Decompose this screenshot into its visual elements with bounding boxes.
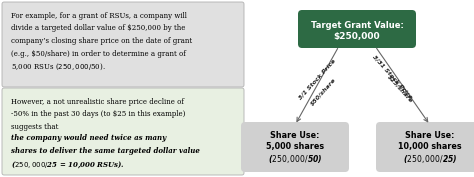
Text: 5,000 RSUs ($250,000/$50).: 5,000 RSUs ($250,000/$50).	[11, 62, 106, 72]
Text: ($250,000/$25 = 10,000 RSUs).: ($250,000/$25 = 10,000 RSUs).	[11, 159, 125, 170]
FancyBboxPatch shape	[298, 10, 416, 48]
Text: shares to deliver the same targeted dollar value: shares to deliver the same targeted doll…	[11, 147, 200, 155]
Text: $25/share: $25/share	[386, 74, 414, 104]
Text: 3/1 Stock Price: 3/1 Stock Price	[298, 58, 337, 100]
Text: Share Use:: Share Use:	[405, 132, 455, 141]
FancyBboxPatch shape	[241, 122, 349, 172]
Text: For example, for a grant of RSUs, a company will: For example, for a grant of RSUs, a comp…	[11, 12, 187, 20]
Text: (e.g., $50/share) in order to determine a grant of: (e.g., $50/share) in order to determine …	[11, 50, 186, 58]
Text: suggests that: suggests that	[11, 123, 61, 131]
Text: 10,000 shares: 10,000 shares	[398, 142, 462, 152]
Text: $50/share: $50/share	[310, 76, 337, 106]
Text: divide a targeted dollar value of $250,000 by the: divide a targeted dollar value of $250,0…	[11, 24, 185, 33]
Text: 5,000 shares: 5,000 shares	[266, 142, 324, 152]
Text: Target Grant Value:: Target Grant Value:	[310, 21, 403, 30]
Text: -50% in the past 30 days (to $25 in this example): -50% in the past 30 days (to $25 in this…	[11, 110, 185, 118]
FancyBboxPatch shape	[2, 2, 244, 87]
Text: $250,000: $250,000	[334, 32, 380, 41]
Text: company’s closing share price on the date of grant: company’s closing share price on the dat…	[11, 37, 192, 45]
Text: the company would need twice as many: the company would need twice as many	[11, 135, 166, 142]
Text: ($250,000 / $50): ($250,000 / $50)	[268, 153, 322, 165]
Text: Share Use:: Share Use:	[270, 132, 319, 141]
Text: ($250,000 / $25): ($250,000 / $25)	[403, 153, 457, 165]
FancyBboxPatch shape	[2, 88, 244, 175]
Text: However, a not unrealistic share price decline of: However, a not unrealistic share price d…	[11, 98, 184, 106]
FancyBboxPatch shape	[376, 122, 474, 172]
Text: 3/31 Stock Price: 3/31 Stock Price	[372, 54, 414, 100]
